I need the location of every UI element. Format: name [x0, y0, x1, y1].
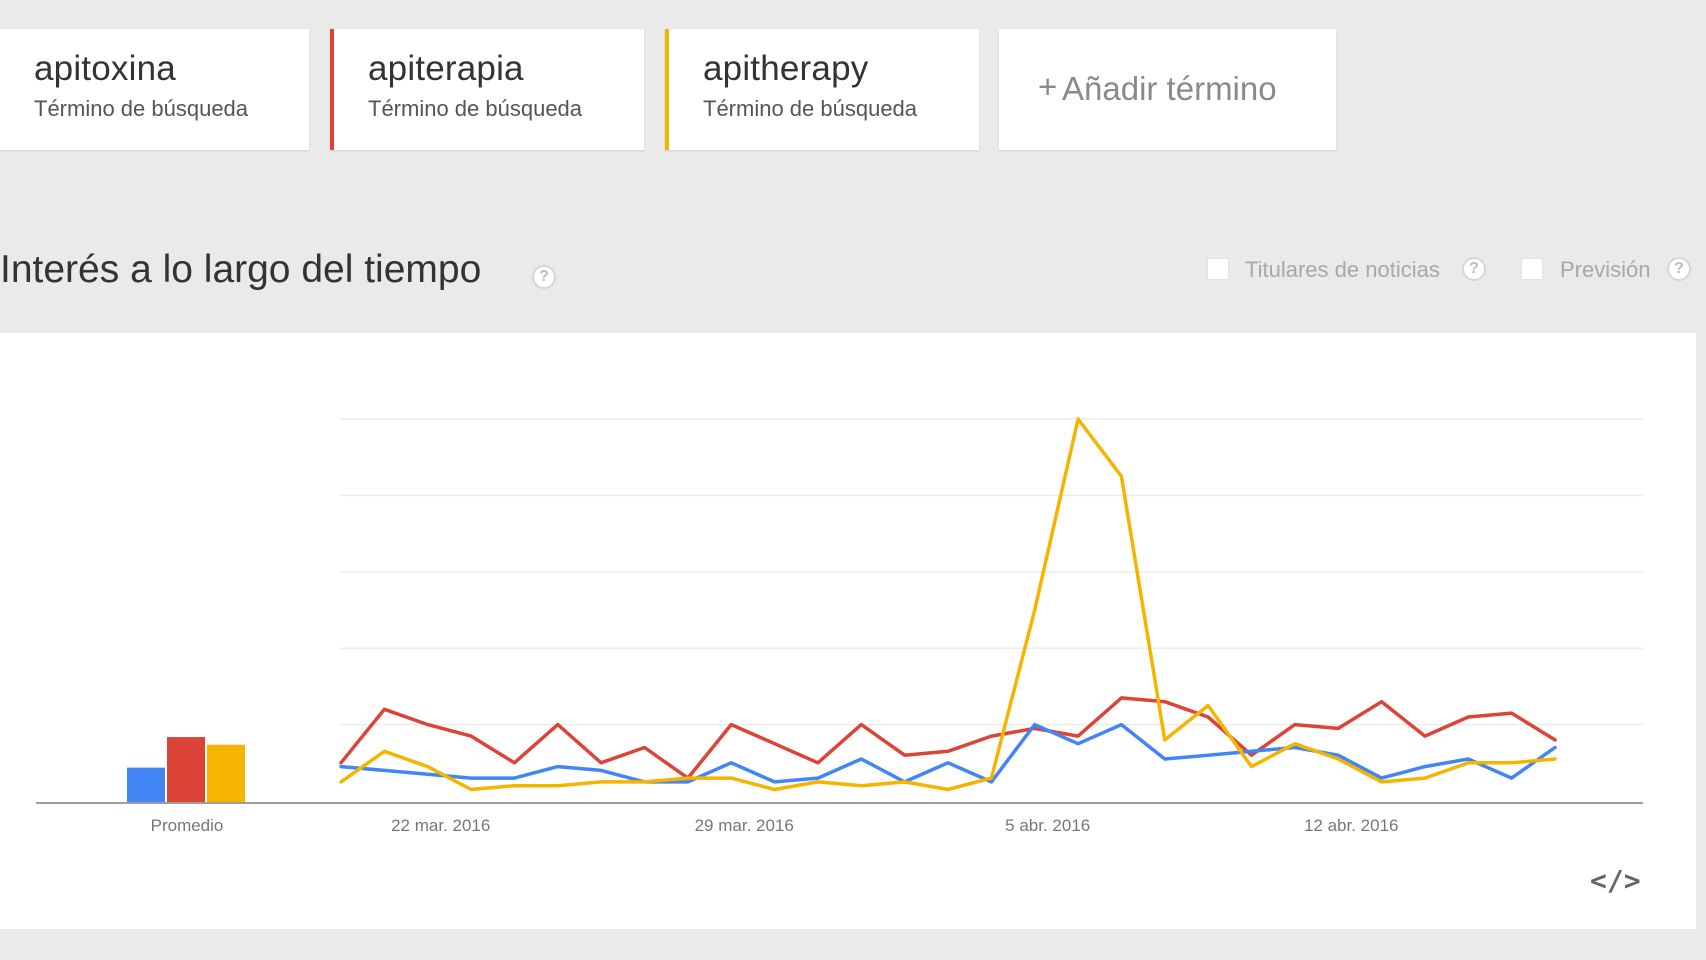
series-line-apitoxina: [339, 722, 1557, 784]
term-type: Término de búsqueda: [368, 96, 583, 121]
term-card-apiterapia[interactable]: apiterapia Término de búsqueda: [330, 29, 644, 150]
forecast-help-icon[interactable]: ?: [1667, 257, 1691, 281]
term-card-apitherapy[interactable]: apitherapy Término de búsqueda: [665, 29, 979, 150]
term-type: Término de búsqueda: [703, 96, 918, 121]
term-card-apitoxina[interactable]: apitoxina Término de búsqueda: [0, 29, 309, 150]
news-help-icon[interactable]: ?: [1462, 257, 1486, 281]
term-name: apitherapy: [703, 49, 869, 88]
average-bar-apiterapia: [167, 737, 205, 802]
series-line-apitherapy: [339, 417, 1557, 792]
add-term-button[interactable]: + Añadir término: [999, 29, 1336, 150]
term-name: apitoxina: [34, 49, 176, 88]
series-line-apiterapia: [339, 696, 1557, 780]
x-tick-label: 22 mar. 2016: [391, 816, 490, 835]
x-tick-label: 5 abr. 2016: [1005, 816, 1090, 835]
plus-icon: +: [1038, 68, 1058, 105]
chart-panel: Promedio 22 mar. 2016 29 mar. 2016 5 abr. 2…: [0, 333, 1696, 929]
forecast-label: Previsión: [1560, 257, 1651, 282]
average-bar-apitoxina: [127, 767, 165, 802]
x-tick-label: 29 mar. 2016: [695, 816, 794, 835]
forecast-checkbox[interactable]: [1521, 258, 1543, 280]
average-label: Promedio: [151, 816, 224, 835]
embed-code-icon[interactable]: </>: [1590, 864, 1641, 897]
help-icon[interactable]: ?: [532, 265, 556, 289]
term-type: Término de búsqueda: [34, 96, 249, 121]
add-term-label: Añadir término: [1062, 70, 1277, 107]
x-tick-label: 12 abr. 2016: [1304, 816, 1399, 835]
average-bar-apitherapy: [207, 744, 245, 802]
news-headlines-checkbox[interactable]: [1207, 258, 1229, 280]
section-title: Interés a lo largo del tiempo: [0, 248, 482, 291]
interest-over-time-chart[interactable]: Promedio 22 mar. 2016 29 mar. 2016 5 abr. 2…: [0, 333, 1696, 929]
term-name: apiterapia: [368, 49, 524, 88]
news-headlines-label: Titulares de noticias: [1245, 257, 1440, 282]
